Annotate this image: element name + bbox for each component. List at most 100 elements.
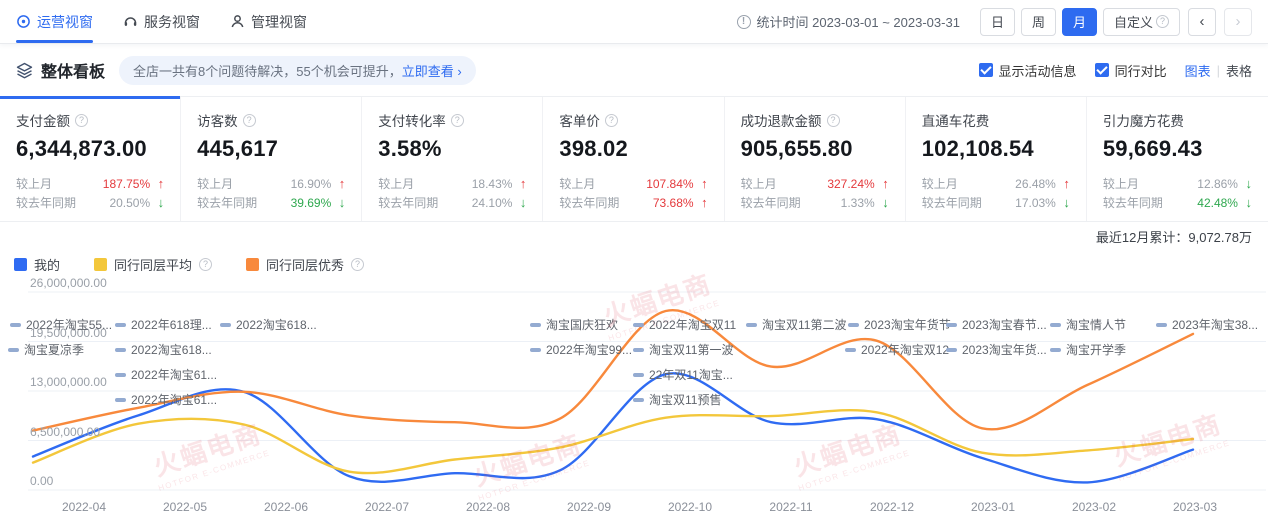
- arrow-up-icon: ↑: [882, 176, 889, 191]
- kpi-card[interactable]: 访客数? 445,617 较上月 16.90% ↑ 较去年同期 39.69% ↓: [181, 97, 363, 221]
- arrow-down-icon: ↓: [1245, 195, 1252, 210]
- event-annotation: 淘宝国庆狂欢: [530, 316, 618, 333]
- kpi-card[interactable]: 客单价? 398.02 较上月 107.84% ↑ 较去年同期 73.68% ↑: [543, 97, 725, 221]
- kpi-card[interactable]: 直通车花费 102,108.54 较上月 26.48% ↑ 较去年同期 17.03% ↓: [906, 97, 1087, 221]
- management-view-icon: [230, 14, 245, 29]
- kpi-compare-rows: 较上月 12.86% ↓ 较去年同期 42.48% ↓: [1103, 174, 1252, 212]
- event-label: 2022年淘宝55...: [26, 318, 113, 332]
- event-marker-icon: [530, 347, 541, 352]
- checkbox-checked-icon[interactable]: [978, 63, 993, 77]
- kpi-card[interactable]: 支付金额? 6,344,873.00 较上月 187.75% ↑ 较去年同期 20.50% ↓: [0, 96, 182, 221]
- next-period-button[interactable]: ›: [1224, 7, 1252, 36]
- help-icon[interactable]: ?: [450, 113, 464, 127]
- checkbox-checked-icon[interactable]: [1094, 63, 1109, 77]
- event-label: 2022淘宝618...: [131, 343, 212, 357]
- kpi-compare-row: 较上月 187.75% ↑: [16, 174, 164, 193]
- last-12-months-total: 最近12月累计：9,072.78万: [1095, 229, 1252, 245]
- range-button-月[interactable]: 月: [1061, 7, 1097, 36]
- compare-percent: 42.48%: [1197, 195, 1238, 210]
- compare-label: 较上月: [1102, 177, 1139, 191]
- toggle-显示活动信息[interactable]: 显示活动信息: [978, 61, 1077, 80]
- help-icon[interactable]: ?: [604, 113, 618, 127]
- event-annotation: 淘宝双11预售: [633, 391, 721, 408]
- arrow-down-icon: ↓: [882, 195, 889, 210]
- event-annotation: 2022年淘宝双12: [845, 341, 949, 358]
- toggle-label: 显示活动信息: [998, 63, 1077, 79]
- kpi-title-text: 支付金额: [16, 114, 70, 129]
- event-label: 淘宝情人节: [1066, 318, 1127, 332]
- compare-percent: 17.03%: [1015, 195, 1056, 210]
- x-axis-label: 2022-09: [566, 500, 612, 514]
- arrow-up-icon: ↑: [338, 176, 346, 191]
- event-label: 淘宝国庆狂欢: [546, 318, 619, 332]
- kpi-compare-row: 较上月 327.24% ↑: [741, 174, 889, 193]
- x-axis-label: 2022-11: [769, 500, 813, 514]
- legend-item[interactable]: 我的: [14, 255, 60, 274]
- event-label: 淘宝双11预售: [649, 393, 722, 407]
- compare-label: 较去年同期: [740, 196, 801, 210]
- notice-link[interactable]: 立即查看 ›: [401, 63, 462, 79]
- chart-canvas[interactable]: [0, 278, 1268, 531]
- compare-label: 较去年同期: [1102, 196, 1163, 210]
- compare-label: 较上月: [378, 177, 415, 191]
- event-annotation: 2023淘宝年货...: [946, 341, 1047, 358]
- compare-percent: 187.75%: [102, 176, 151, 191]
- kpi-value: 398.02: [559, 136, 628, 161]
- compare-percent: 24.10%: [471, 195, 513, 210]
- event-annotation: 淘宝情人节: [1050, 316, 1126, 333]
- range-buttons: 日 周 月 自定义?: [979, 7, 1180, 36]
- event-marker-icon: [10, 322, 21, 327]
- kpi-value: 445,617: [197, 136, 279, 161]
- view-chart-button[interactable]: 图表: [1184, 63, 1211, 79]
- event-marker-icon: [530, 322, 541, 327]
- compare-percent: 107.84%: [646, 176, 694, 191]
- compare-label: 较去年同期: [921, 196, 982, 210]
- view-table-button[interactable]: 表格: [1225, 63, 1252, 79]
- compare-percent: 1.33%: [840, 195, 875, 210]
- nav-right: ! 统计时间 2023-03-01 ~ 2023-03-31 日 周 月 自定义? ‹…: [736, 7, 1252, 36]
- toggle-同行对比[interactable]: 同行对比: [1094, 61, 1167, 80]
- top-nav: 运营视窗 服务视窗 管理视窗 ! 统计时间 2023-03-01 ~ 2023-03…: [0, 0, 1268, 44]
- range-button-自定义[interactable]: 自定义?: [1102, 7, 1180, 36]
- arrow-up-icon: ↑: [157, 176, 165, 191]
- help-icon[interactable]: ?: [351, 257, 365, 271]
- help-icon[interactable]: ?: [242, 113, 256, 127]
- event-marker-icon: [115, 322, 126, 327]
- kpi-card[interactable]: 支付转化率? 3.58% 较上月 18.43% ↑ 较去年同期 24.10% ↓: [362, 97, 544, 221]
- range-button-日[interactable]: 日: [979, 7, 1015, 36]
- event-annotation: 2022淘宝618...: [220, 316, 317, 333]
- trend-chart[interactable]: 26,000,000.00 19,500,000.00 13,000,000.00 6…: [0, 276, 1268, 531]
- toggle-label: 同行对比: [1114, 63, 1167, 79]
- prev-period-button[interactable]: ‹: [1188, 7, 1216, 36]
- event-annotation: 22年双11淘宝...: [633, 366, 733, 383]
- kpi-card[interactable]: 成功退款金额? 905,655.80 较上月 327.24% ↑ 较去年同期 1.33% ↓: [725, 97, 906, 221]
- kpi-title-text: 直通车花费: [921, 114, 990, 129]
- event-annotation: 淘宝双11第二波: [746, 316, 846, 333]
- help-icon[interactable]: ?: [826, 113, 840, 127]
- kpi-title-text: 客单价: [559, 114, 600, 129]
- event-label: 2022年淘宝双11: [649, 318, 737, 332]
- legend-item[interactable]: 同行同层优秀?: [246, 255, 365, 274]
- kpi-title: 客单价?: [559, 110, 707, 130]
- y-axis-label: 6,500,000.00: [30, 424, 101, 439]
- kpi-title: 支付转化率?: [378, 110, 526, 130]
- tab-service-view[interactable]: 服务视窗: [123, 0, 200, 43]
- kpi-title-text: 引力魔方花费: [1102, 114, 1184, 129]
- tab-operations-view[interactable]: 运营视窗: [16, 0, 93, 43]
- range-button-label: 日: [990, 15, 1004, 30]
- kpi-value: 59,669.43: [1102, 136, 1203, 161]
- x-axis-label: 2022-06: [263, 500, 309, 514]
- tab-management-view[interactable]: 管理视窗: [230, 0, 307, 43]
- kpi-card[interactable]: 引力魔方花费 59,669.43 较上月 12.86% ↓ 较去年同期 42.48% ↓: [1087, 97, 1268, 221]
- kpi-value: 905,655.80: [740, 136, 853, 161]
- range-button-周[interactable]: 周: [1020, 7, 1056, 36]
- event-label: 2022年淘宝双12: [861, 343, 950, 357]
- event-marker-icon: [1050, 347, 1061, 352]
- legend-item[interactable]: 同行同层平均?: [94, 255, 213, 274]
- range-button-label: 周: [1031, 15, 1045, 30]
- help-icon[interactable]: ?: [199, 257, 213, 271]
- event-label: 2022年淘宝99...: [546, 343, 633, 357]
- help-icon[interactable]: ?: [75, 113, 88, 127]
- board-header: 整体看板 全店一共有8个问题待解决，55个机会可提升， 立即查看 › 显示活动信…: [0, 44, 1268, 96]
- event-marker-icon: [1050, 322, 1061, 327]
